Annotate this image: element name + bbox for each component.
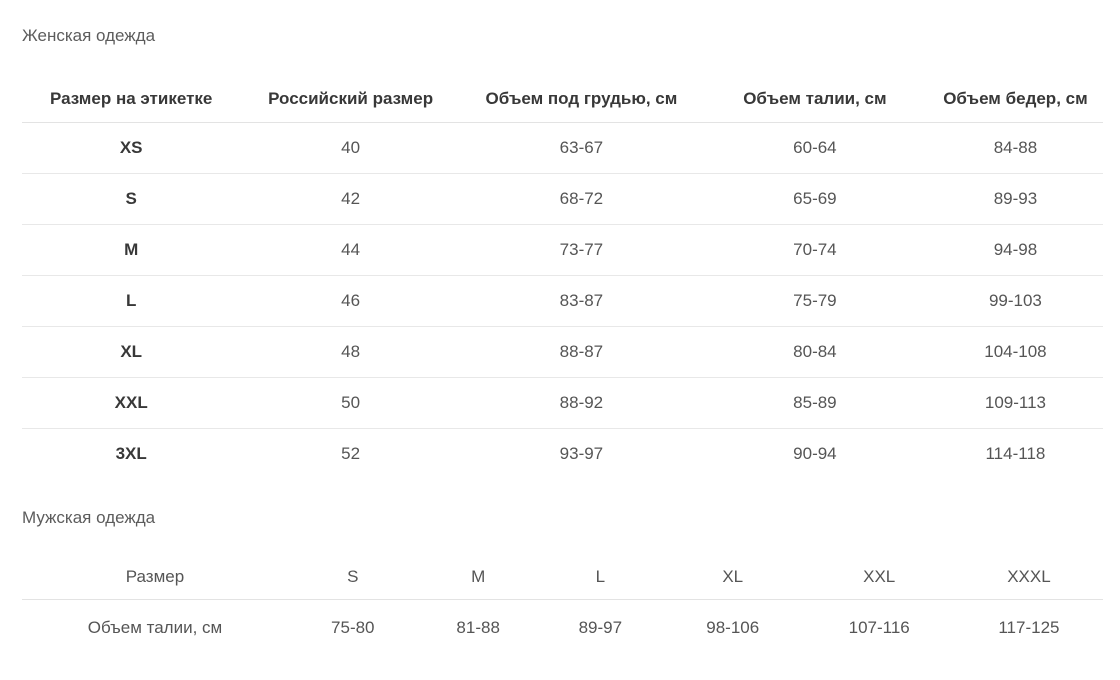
cell-value: 104-108 bbox=[927, 326, 1103, 378]
row-label: XS bbox=[22, 122, 241, 174]
column-header: Российский размер bbox=[240, 76, 461, 123]
cell-value: 98-106 bbox=[706, 617, 760, 637]
column-header: Объем под грудью, см bbox=[460, 76, 702, 123]
cell-value: 117-125 bbox=[998, 617, 1060, 637]
cell-value: 40 bbox=[240, 122, 461, 174]
row-label: XXL bbox=[22, 377, 241, 429]
column-header: Размер на этикетке bbox=[22, 76, 241, 123]
table-row: 3XL 52 93-97 90-94 114-118 bbox=[22, 429, 1103, 480]
column-header: XL bbox=[661, 555, 804, 600]
column-header: XXL bbox=[803, 555, 955, 600]
table-row: XXL 50 88-92 85-89 109-113 bbox=[22, 377, 1103, 429]
cell-value: 60-64 bbox=[701, 122, 928, 174]
cell-value: 84-88 bbox=[927, 122, 1103, 174]
cell-value: 68-72 bbox=[460, 173, 702, 225]
cell-value: 75-79 bbox=[701, 275, 928, 327]
cell-value: 70-74 bbox=[701, 224, 928, 276]
column-header: L bbox=[538, 555, 662, 600]
cell-value: 52 bbox=[341, 444, 361, 463]
cell-value: 42 bbox=[240, 173, 461, 225]
cell-value: 81-88 bbox=[456, 617, 500, 637]
cell-value: 107-116 bbox=[848, 617, 910, 637]
column-header: Объем талии, см bbox=[701, 76, 928, 123]
cell-value: 88-92 bbox=[460, 377, 702, 429]
table-row: Объем талии, см 75-80 81-88 89-97 98-106 107-… bbox=[22, 600, 1103, 656]
cell-value: 46 bbox=[240, 275, 461, 327]
column-header: S bbox=[287, 555, 418, 600]
cell-value: 73-77 bbox=[460, 224, 702, 276]
column-header: M bbox=[417, 555, 539, 600]
cell-value: 89-93 bbox=[927, 173, 1103, 225]
women-section-title: Женская одежда bbox=[22, 26, 156, 45]
cell-value: 88-87 bbox=[460, 326, 702, 378]
column-header: Объем бедер, см bbox=[927, 76, 1103, 123]
table-row: L 46 83-87 75-79 99-103 bbox=[22, 275, 1103, 327]
cell-value: 50 bbox=[240, 377, 461, 429]
cell-value: 83-87 bbox=[460, 275, 702, 327]
cell-value: 48 bbox=[240, 326, 461, 378]
cell-value: 80-84 bbox=[701, 326, 928, 378]
column-header: Размер bbox=[22, 555, 288, 600]
men-size-table: Размер S M L XL XXL XXXL Объем талии, см 75-80 8… bbox=[22, 555, 1103, 655]
row-label: 3XL bbox=[115, 444, 147, 463]
table-row: XS 40 63-67 60-64 84-88 bbox=[22, 122, 1103, 174]
cell-value: 94-98 bbox=[927, 224, 1103, 276]
women-table-header-row: Размер на этикетке Российский размер Объем… bbox=[22, 76, 1103, 123]
column-header: XXXL bbox=[954, 555, 1103, 600]
table-row: S 42 68-72 65-69 89-93 bbox=[22, 173, 1103, 225]
men-section-title: Мужская одежда bbox=[22, 508, 156, 527]
table-row: M 44 73-77 70-74 94-98 bbox=[22, 224, 1103, 276]
men-table-header-row: Размер S M L XL XXL XXXL bbox=[22, 555, 1103, 600]
row-label: Объем талии, см bbox=[87, 617, 223, 637]
cell-value: 90-94 bbox=[793, 444, 837, 463]
row-label: M bbox=[22, 224, 241, 276]
table-row: XL 48 88-87 80-84 104-108 bbox=[22, 326, 1103, 378]
cell-value: 75-80 bbox=[331, 617, 375, 637]
cell-value: 44 bbox=[240, 224, 461, 276]
row-label: S bbox=[22, 173, 241, 225]
cell-value: 93-97 bbox=[559, 444, 604, 463]
women-size-table: Размер на этикетке Российский размер Объем… bbox=[22, 76, 1103, 479]
cell-value: 89-97 bbox=[578, 617, 623, 637]
cell-value: 109-113 bbox=[927, 377, 1103, 429]
row-label: L bbox=[22, 275, 241, 327]
cell-value: 85-89 bbox=[701, 377, 928, 429]
cell-value: 114-118 bbox=[985, 444, 1046, 463]
row-label: XL bbox=[22, 326, 241, 378]
cell-value: 99-103 bbox=[927, 275, 1103, 327]
cell-value: 63-67 bbox=[460, 122, 702, 174]
cell-value: 65-69 bbox=[701, 173, 928, 225]
